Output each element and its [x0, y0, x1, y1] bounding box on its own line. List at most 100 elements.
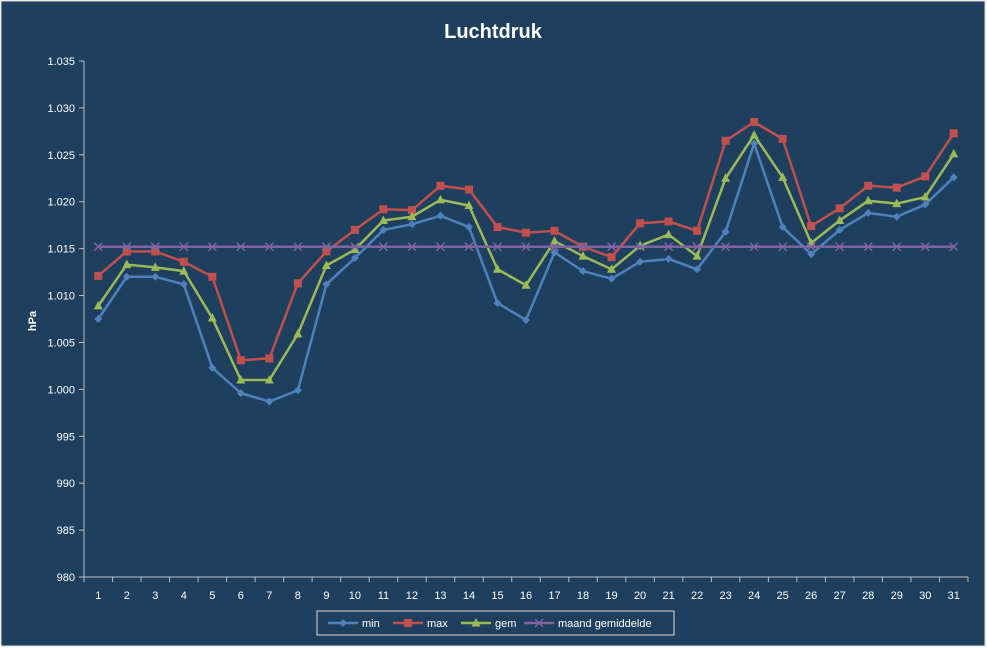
data-point-min: [949, 173, 958, 182]
data-point-min: [579, 267, 588, 276]
data-point-maand-gemiddelde: [863, 242, 873, 252]
data-point-min: [892, 212, 901, 221]
data-point-gem: [749, 130, 759, 139]
data-point-maand-gemiddelde: [607, 242, 617, 252]
data-point-maand-gemiddelde: [664, 242, 674, 252]
data-point-maand-gemiddelde: [635, 242, 645, 252]
legend-marker-gem: [471, 618, 481, 627]
data-point-max: [921, 172, 930, 181]
data-point-gem: [949, 148, 959, 158]
x-tick-labels: 1 2 3 4 5 6 7 8 9 10 11 12 13 14 15 16 17 18 19 20 21 22 23 24 2…: [83, 577, 969, 602]
data-point-gem: [863, 195, 873, 205]
series-max: [94, 117, 958, 365]
y-axis-label: hPa: [27, 310, 39, 331]
y-tick-label: 1.010: [47, 291, 75, 303]
data-point-min: [379, 225, 388, 234]
data-point-max: [607, 253, 616, 262]
x-tick-label: 3: [152, 590, 158, 602]
legend-label-gem: gem: [495, 618, 516, 630]
data-point-maand-gemiddelde: [549, 242, 560, 252]
data-point-min: [750, 139, 759, 148]
data-point-min: [921, 200, 930, 209]
data-point-maand-gemiddelde: [93, 242, 103, 252]
data-point-gem: [920, 192, 930, 201]
data-point-maand-gemiddelde: [692, 242, 702, 252]
data-point-maand-gemiddelde: [207, 242, 217, 252]
axes: [83, 61, 968, 578]
series-maand-gemiddelde: [93, 242, 959, 252]
x-tick-label: 22: [691, 590, 703, 602]
data-point-min: [835, 225, 844, 234]
data-point-max: [949, 129, 958, 138]
data-point-min: [151, 272, 160, 281]
data-point-maand-gemiddelde: [179, 242, 189, 252]
x-tick-label: 8: [295, 590, 301, 602]
x-tick-label: 16: [520, 590, 532, 602]
data-point-min: [236, 389, 245, 398]
data-point-maand-gemiddelde: [578, 242, 588, 252]
data-point-maand-gemiddelde: [521, 242, 531, 252]
data-point-gem: [664, 229, 674, 239]
data-point-maand-gemiddelde: [293, 242, 303, 252]
data-point-maand-gemiddelde: [835, 242, 845, 252]
data-point-max: [151, 247, 160, 256]
data-point-max: [407, 206, 416, 215]
series-min: [94, 139, 958, 406]
data-point-min: [493, 299, 502, 308]
x-tick-label: 30: [919, 590, 931, 602]
data-point-maand-gemiddelde: [150, 242, 160, 252]
x-tick-label: 9: [323, 590, 329, 602]
data-point-maand-gemiddelde: [378, 242, 388, 252]
data-point-gem: [207, 313, 217, 322]
data-point-min: [807, 250, 816, 259]
data-point-gem: [721, 173, 731, 182]
y-tick-label: 980: [57, 572, 75, 584]
legend-label-min: min: [362, 618, 380, 630]
x-tick-label: 15: [491, 590, 503, 602]
data-point-min: [122, 272, 131, 281]
data-point-gem: [578, 251, 588, 260]
legend-box: [316, 610, 675, 636]
data-point-min: [265, 397, 274, 406]
x-tick-label: 31: [948, 590, 960, 602]
legend-label-maand-gemiddelde: maand gemiddelde: [558, 618, 652, 630]
y-tick-label: 985: [57, 525, 75, 537]
data-point-maand-gemiddelde: [350, 242, 360, 252]
x-tick-label: 20: [634, 590, 646, 602]
data-point-gem: [179, 266, 189, 275]
data-point-gem: [435, 194, 445, 204]
legend-label-max: max: [427, 618, 448, 630]
data-point-gem: [492, 264, 502, 273]
data-point-gem: [778, 172, 788, 181]
data-point-gem: [293, 329, 303, 338]
data-point-min: [208, 363, 217, 372]
data-point-maand-gemiddelde: [721, 242, 731, 252]
data-point-max: [94, 271, 103, 280]
x-tick-label: 1: [95, 590, 101, 602]
data-point-maand-gemiddelde: [464, 242, 474, 252]
data-point-max: [693, 226, 702, 235]
data-point-maand-gemiddelde: [321, 242, 331, 252]
data-point-gem: [550, 236, 560, 245]
data-point-max: [636, 219, 645, 228]
data-point-min: [693, 265, 702, 274]
y-tick-label: 1.000: [47, 384, 75, 396]
data-point-gem: [150, 262, 160, 271]
data-point-min: [407, 220, 416, 229]
data-point-gem: [264, 374, 274, 384]
data-point-max: [550, 226, 559, 235]
data-point-max: [864, 181, 873, 190]
data-point-gem: [464, 200, 474, 209]
data-point-max: [265, 354, 274, 363]
data-point-max: [807, 222, 816, 231]
x-tick-label: 14: [463, 590, 475, 602]
x-tick-label: 25: [777, 590, 789, 602]
data-point-maand-gemiddelde: [806, 242, 816, 252]
x-tick-label: 2: [124, 590, 130, 602]
y-tick-label: 1.020: [47, 197, 75, 209]
data-point-max: [379, 205, 388, 214]
data-point-gem: [93, 300, 103, 310]
data-point-max: [493, 223, 502, 232]
data-point-gem: [835, 215, 845, 224]
data-point-max: [721, 136, 730, 145]
